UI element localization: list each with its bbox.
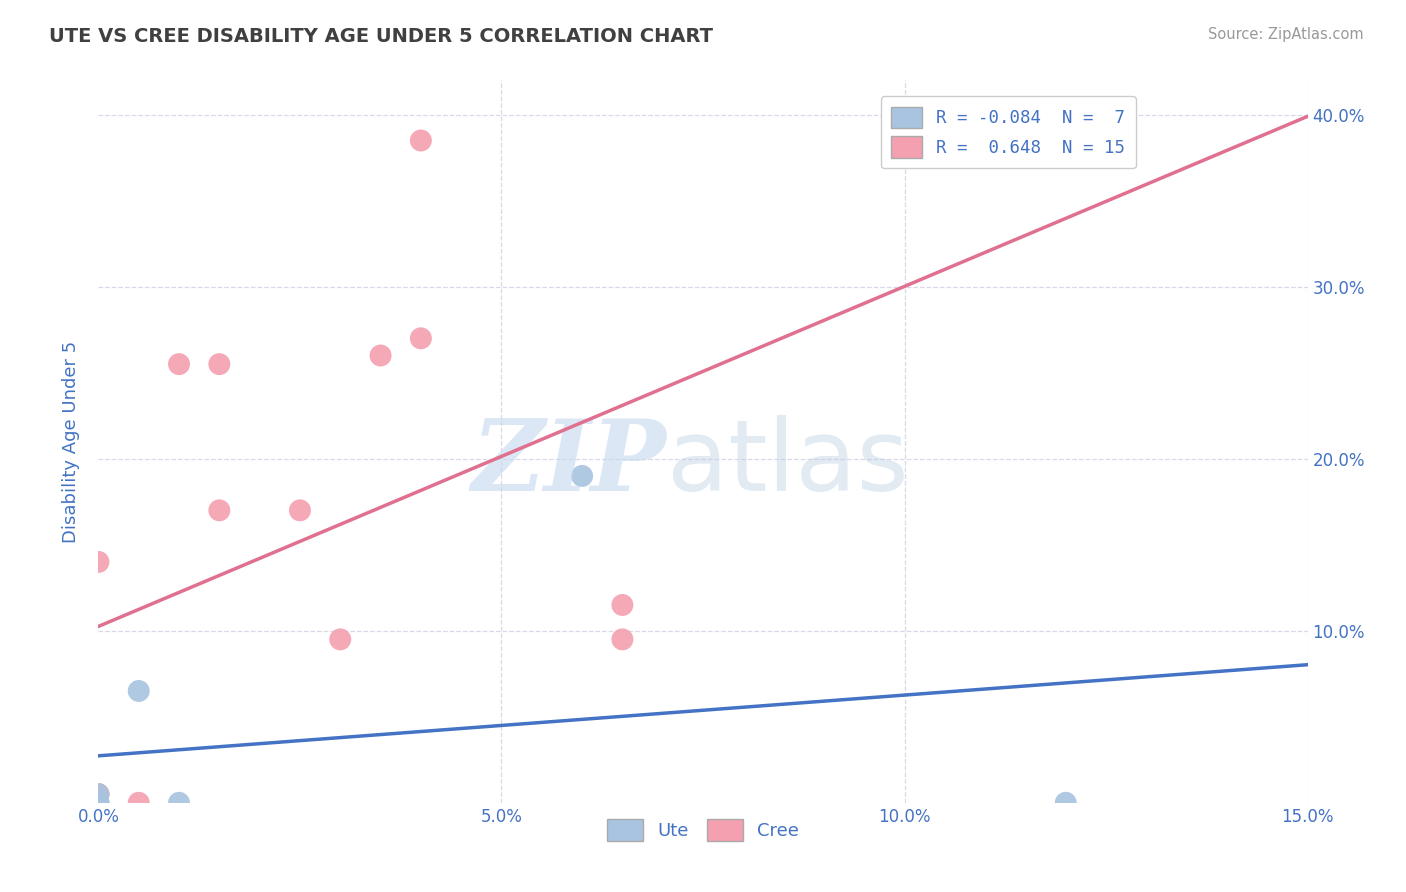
Text: UTE VS CREE DISABILITY AGE UNDER 5 CORRELATION CHART: UTE VS CREE DISABILITY AGE UNDER 5 CORRE… [49, 27, 713, 45]
Legend: Ute, Cree: Ute, Cree [599, 812, 807, 848]
Point [87, 787, 110, 801]
Point [167, 357, 190, 371]
Text: ZIP: ZIP [472, 415, 666, 511]
Point [370, 349, 392, 363]
Point [612, 598, 634, 612]
Point [87, 555, 110, 569]
Y-axis label: Disability Age Under 5: Disability Age Under 5 [62, 341, 80, 542]
Point [409, 331, 432, 345]
Point [208, 503, 231, 517]
Point [288, 503, 311, 517]
Point [167, 796, 190, 810]
Point [87, 787, 110, 801]
Point [87, 796, 110, 810]
Point [87, 796, 110, 810]
Point [612, 632, 634, 647]
Point [208, 357, 231, 371]
Point [128, 684, 150, 698]
Point [409, 133, 432, 147]
Point [128, 796, 150, 810]
Point [87, 787, 110, 801]
Text: Source: ZipAtlas.com: Source: ZipAtlas.com [1208, 27, 1364, 42]
Text: atlas: atlas [666, 415, 908, 512]
Point [571, 469, 593, 483]
Point [329, 632, 352, 647]
Point [1054, 796, 1077, 810]
Point [87, 796, 110, 810]
